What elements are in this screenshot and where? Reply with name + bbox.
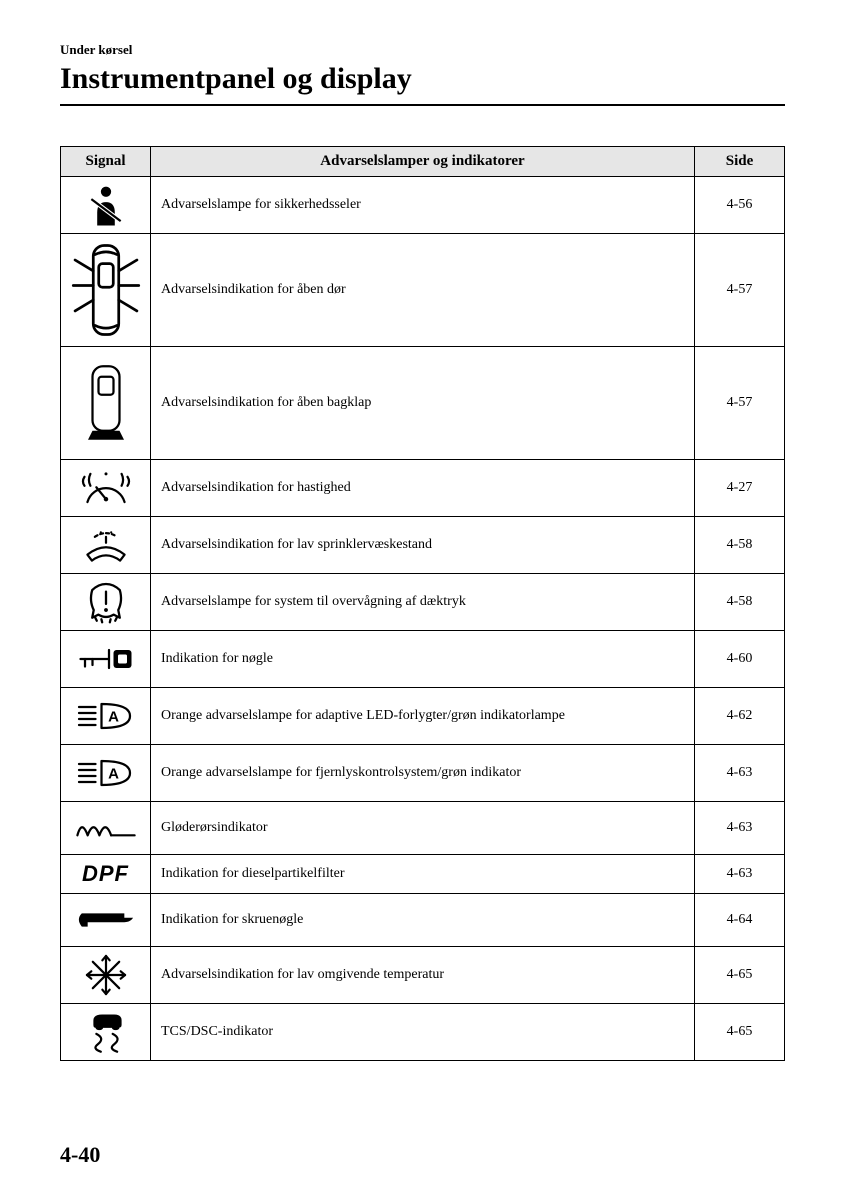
table-row: TCS/DSC-indikator4-65 bbox=[61, 1004, 785, 1061]
row-description: Advarselsindikation for åben bagklap bbox=[151, 347, 695, 460]
washer-low-icon bbox=[61, 517, 151, 574]
tcs-dsc-icon bbox=[61, 1004, 151, 1061]
door-open-icon bbox=[61, 234, 151, 347]
table-row: Advarselslampe for system til overvågnin… bbox=[61, 574, 785, 631]
liftgate-open-icon bbox=[61, 347, 151, 460]
row-page-ref: 4-58 bbox=[695, 517, 785, 574]
row-description: Advarselsindikation for lav sprinklervæs… bbox=[151, 517, 695, 574]
warning-indicator-table: Signal Advarselslamper og indikatorer Si… bbox=[60, 146, 785, 1061]
table-row: Indikation for nøgle4-60 bbox=[61, 631, 785, 688]
row-page-ref: 4-27 bbox=[695, 460, 785, 517]
key-icon bbox=[61, 631, 151, 688]
col-header-page: Side bbox=[695, 147, 785, 177]
col-header-signal: Signal bbox=[61, 147, 151, 177]
adaptive-led-icon: A bbox=[61, 688, 151, 745]
row-page-ref: 4-63 bbox=[695, 802, 785, 855]
table-row: Gløderørsindikator4-63 bbox=[61, 802, 785, 855]
row-page-ref: 4-62 bbox=[695, 688, 785, 745]
row-description: Indikation for nøgle bbox=[151, 631, 695, 688]
table-row: A Orange advarselslampe for fjernlyskont… bbox=[61, 745, 785, 802]
high-beam-ctl-icon: A bbox=[61, 745, 151, 802]
table-row: Advarselsindikation for lav sprinklervæs… bbox=[61, 517, 785, 574]
row-page-ref: 4-57 bbox=[695, 234, 785, 347]
speed-icon bbox=[61, 460, 151, 517]
table-row: Advarselslampe for sikkerhedsseler4-56 bbox=[61, 177, 785, 234]
dpf-icon: DPF bbox=[63, 861, 148, 887]
row-page-ref: 4-58 bbox=[695, 574, 785, 631]
row-page-ref: 4-63 bbox=[695, 855, 785, 894]
row-page-ref: 4-57 bbox=[695, 347, 785, 460]
row-page-ref: 4-60 bbox=[695, 631, 785, 688]
table-row: A Orange advarselslampe for adaptive LED… bbox=[61, 688, 785, 745]
row-description: Indikation for dieselpartikelfilter bbox=[151, 855, 695, 894]
page-number: 4-40 bbox=[60, 1142, 100, 1168]
wrench-icon bbox=[61, 894, 151, 947]
table-row: Indikation for skruenøgle4-64 bbox=[61, 894, 785, 947]
col-header-description: Advarselslamper og indikatorer bbox=[151, 147, 695, 177]
tpms-icon bbox=[61, 574, 151, 631]
svg-text:A: A bbox=[108, 708, 119, 725]
row-description: Advarselsindikation for åben dør bbox=[151, 234, 695, 347]
row-description: Advarselslampe for sikkerhedsseler bbox=[151, 177, 695, 234]
glow-plug-icon bbox=[61, 802, 151, 855]
row-description: Advarselsindikation for hastighed bbox=[151, 460, 695, 517]
row-description: Gløderørsindikator bbox=[151, 802, 695, 855]
page-title: Instrumentpanel og display bbox=[60, 62, 785, 106]
seatbelt-icon bbox=[61, 177, 151, 234]
row-page-ref: 4-65 bbox=[695, 947, 785, 1004]
row-page-ref: 4-63 bbox=[695, 745, 785, 802]
row-description: TCS/DSC-indikator bbox=[151, 1004, 695, 1061]
table-row: Advarselsindikation for åben dør4-57 bbox=[61, 234, 785, 347]
row-page-ref: 4-56 bbox=[695, 177, 785, 234]
row-page-ref: 4-64 bbox=[695, 894, 785, 947]
row-description: Advarselsindikation for lav omgivende te… bbox=[151, 947, 695, 1004]
row-description: Advarselslampe for system til overvågnin… bbox=[151, 574, 695, 631]
row-description: Indikation for skruenøgle bbox=[151, 894, 695, 947]
table-header-row: Signal Advarselslamper og indikatorer Si… bbox=[61, 147, 785, 177]
svg-text:A: A bbox=[108, 765, 119, 782]
dpf-icon: DPF bbox=[61, 855, 151, 894]
table-row: DPFIndikation for dieselpartikelfilter4-… bbox=[61, 855, 785, 894]
table-row: Advarselsindikation for åben bagklap4-57 bbox=[61, 347, 785, 460]
section-label: Under kørsel bbox=[60, 42, 785, 58]
row-page-ref: 4-65 bbox=[695, 1004, 785, 1061]
table-row: Advarselsindikation for lav omgivende te… bbox=[61, 947, 785, 1004]
low-temp-icon bbox=[61, 947, 151, 1004]
row-description: Orange advarselslampe for adaptive LED-f… bbox=[151, 688, 695, 745]
row-description: Orange advarselslampe for fjernlyskontro… bbox=[151, 745, 695, 802]
table-row: Advarselsindikation for hastighed4-27 bbox=[61, 460, 785, 517]
